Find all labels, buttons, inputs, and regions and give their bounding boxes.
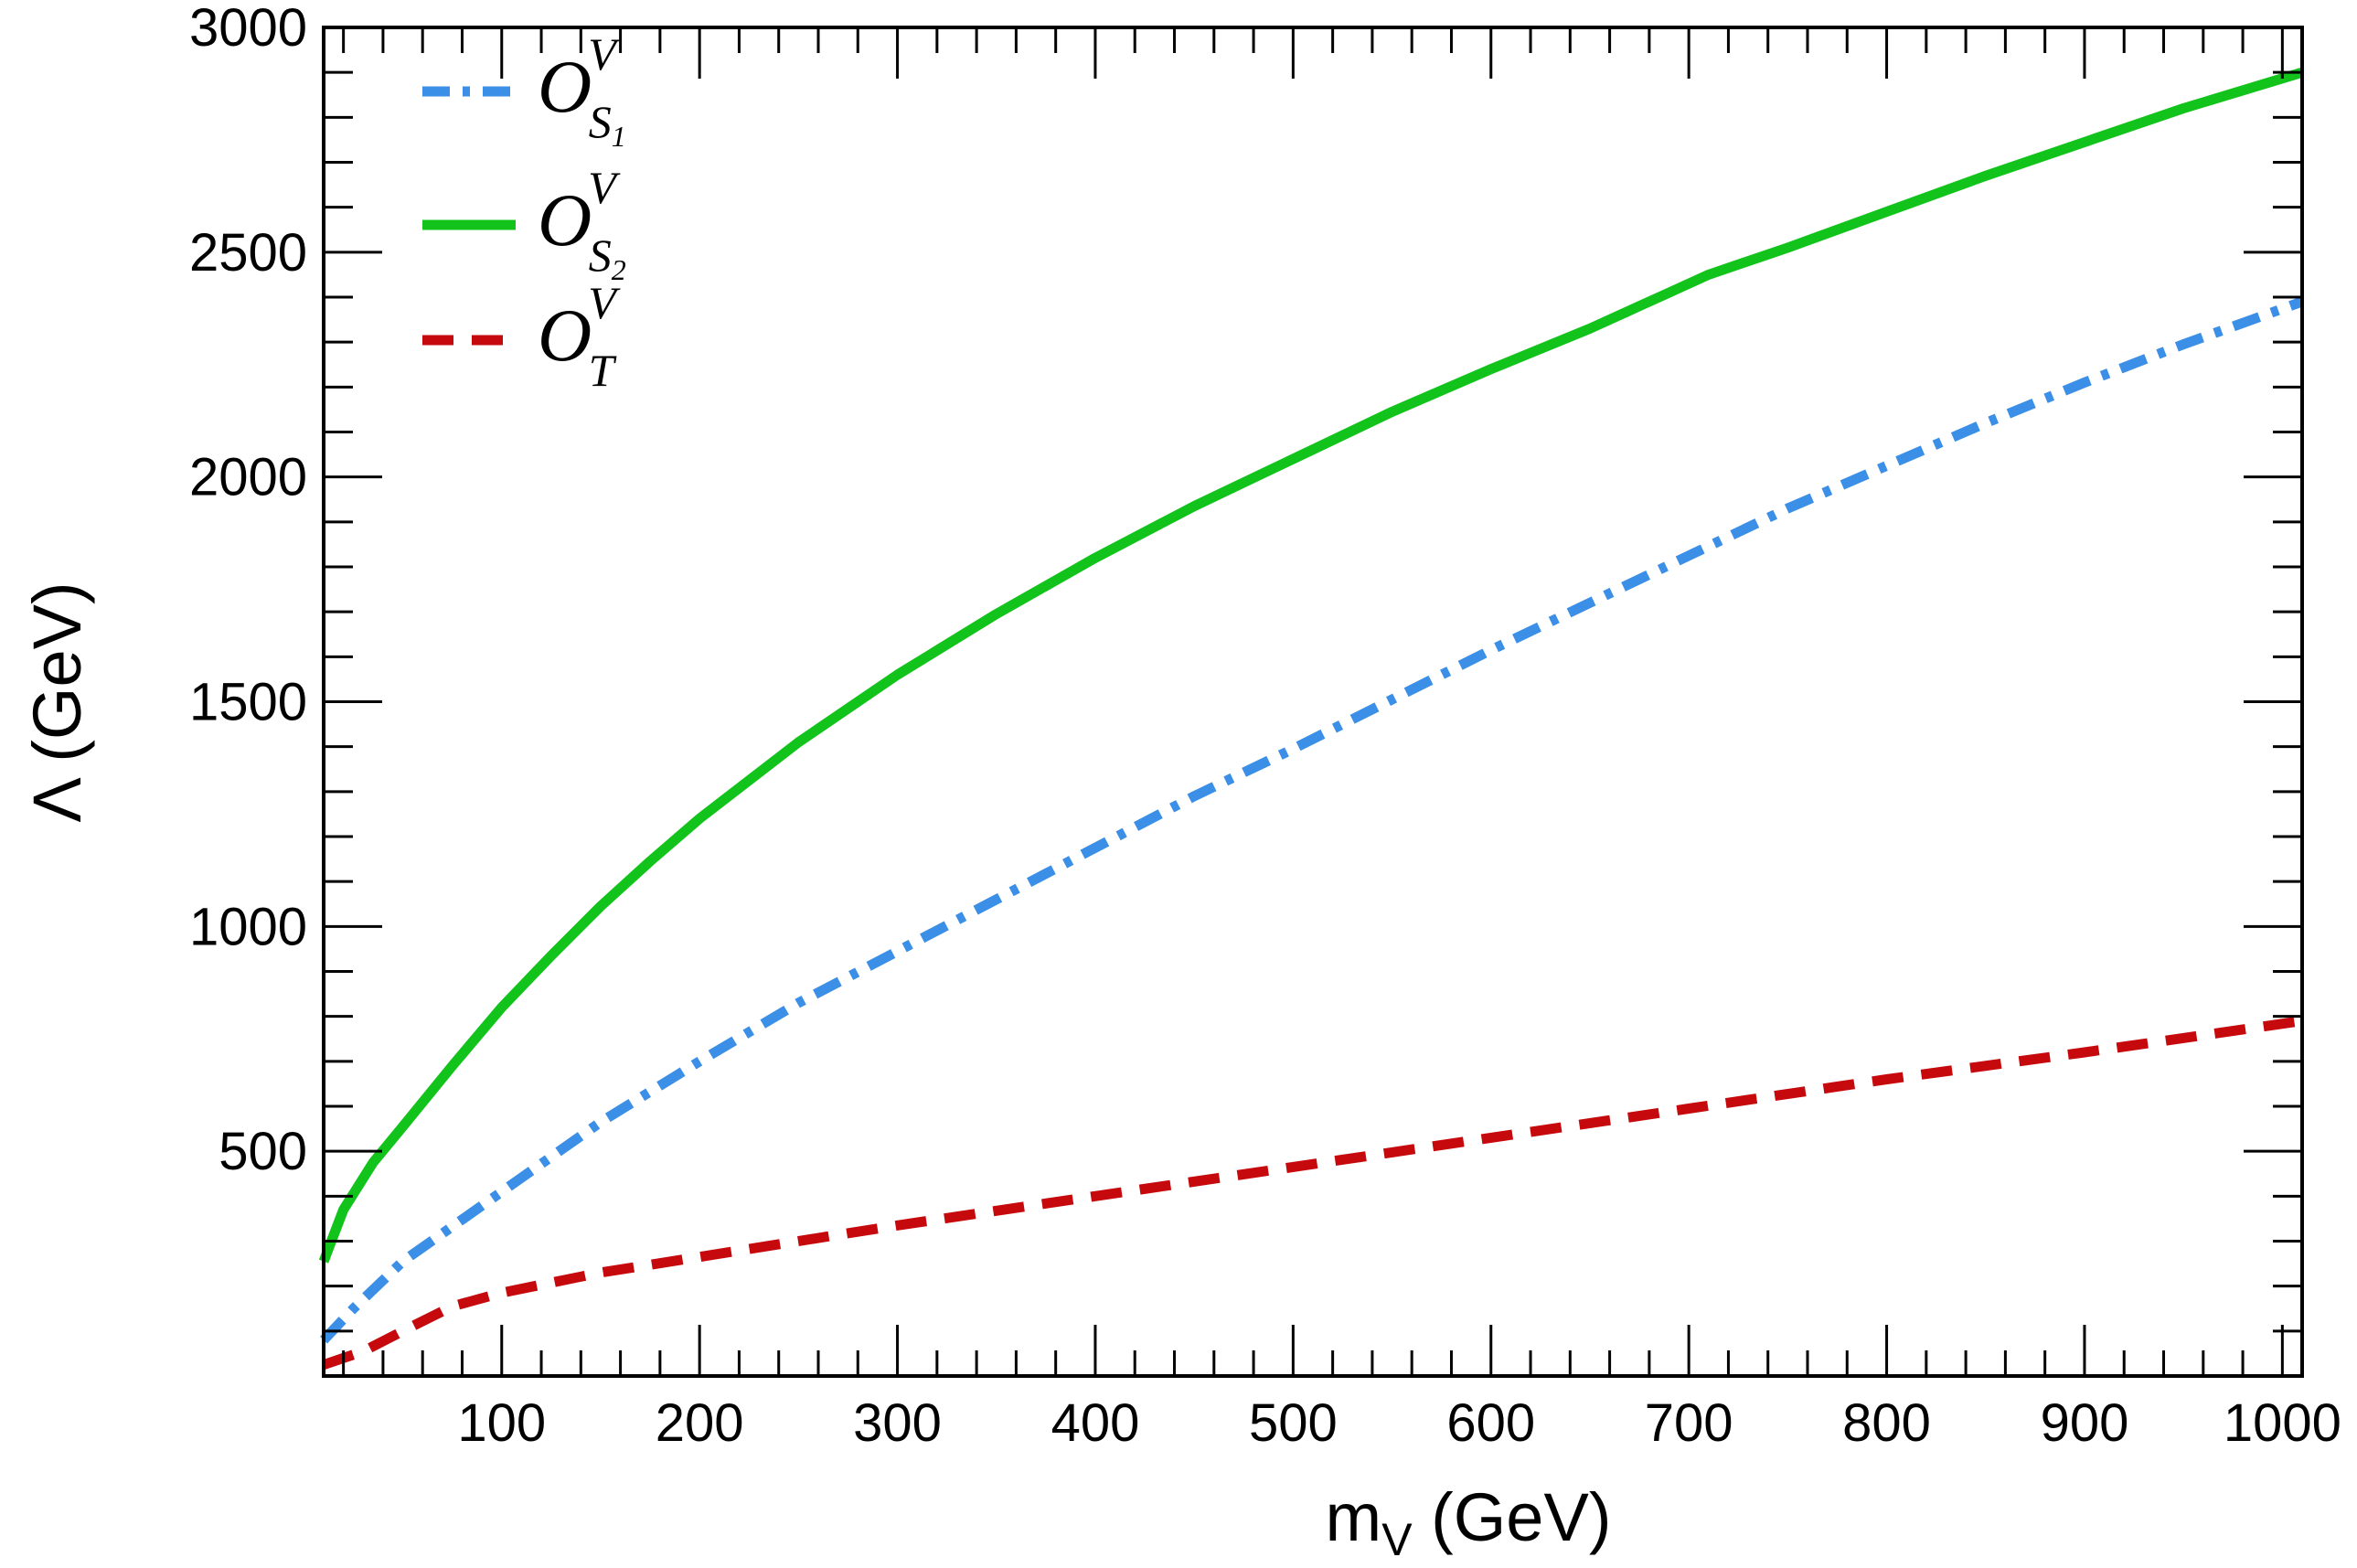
x-tick-label: 1000: [2224, 1393, 2341, 1453]
plot-frame: [322, 26, 2304, 1378]
x-tick-label: 100: [457, 1393, 546, 1453]
y-tick-label: 1500: [189, 673, 307, 732]
y-tick-label: 3000: [189, 0, 307, 58]
series-line-1: [320, 296, 2304, 1344]
series-line-2: [318, 67, 2304, 1264]
y-tick-label: 2500: [189, 223, 307, 283]
axis-layer: 100 200 300 400 500 600 700 800 900 1000 500 1000 15…: [19, 0, 2341, 1565]
series-line-3: [322, 1016, 2303, 1370]
legend-label-2: OV S2: [538, 162, 626, 286]
x-tick-label: 200: [656, 1393, 744, 1453]
legend-label-3: OV T: [538, 277, 621, 396]
y-tick-label: 2000: [189, 448, 307, 507]
x-tick-label: 300: [853, 1393, 942, 1453]
x-tick-label: 400: [1051, 1393, 1140, 1453]
series-layer: [318, 67, 2304, 1370]
legend-label-1: OV S1: [538, 28, 626, 153]
x-tick-label: 500: [1249, 1393, 1338, 1453]
y-axis-title: Λ (GeV): [19, 581, 95, 822]
y-tick-label: 1000: [189, 897, 307, 956]
x-tick-label: 900: [2041, 1393, 2129, 1453]
x-tick-label: 800: [1842, 1393, 1931, 1453]
x-axis-title: mV (GeV): [1326, 1479, 1612, 1565]
x-tick-label: 600: [1446, 1393, 1535, 1453]
y-tick-label: 500: [219, 1122, 307, 1181]
x-tick-label: 700: [1645, 1393, 1733, 1453]
